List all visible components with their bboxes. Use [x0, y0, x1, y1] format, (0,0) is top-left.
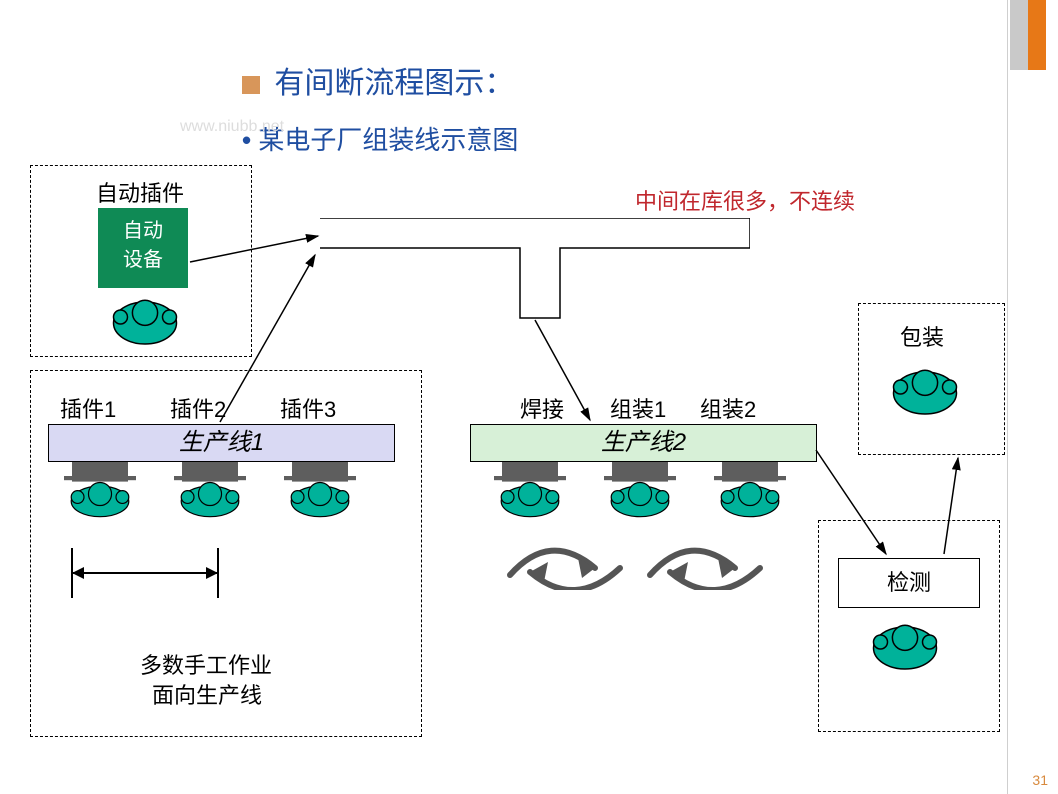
flow-arrows	[0, 0, 1058, 794]
slide: 有间断流程图示： • 某电子厂组装线示意图 www.niubb.net 中间在库…	[0, 0, 1058, 794]
page-number: 31	[1032, 772, 1048, 788]
